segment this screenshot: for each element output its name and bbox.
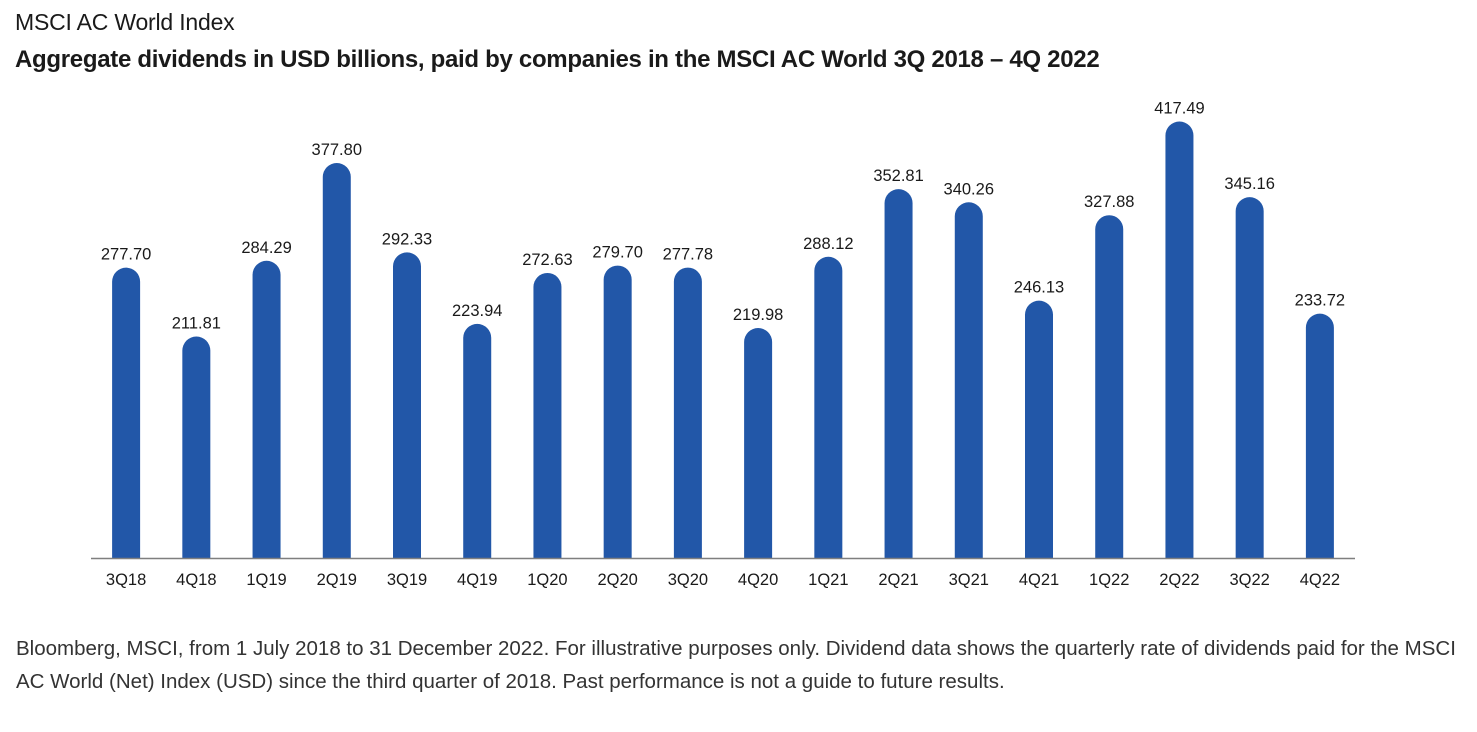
value-label-1Q19: 284.29 [241, 239, 291, 257]
value-label-4Q21: 246.13 [1014, 279, 1064, 297]
chart-title: MSCI AC World Index [15, 9, 235, 35]
bar-1Q22 [1095, 215, 1124, 559]
bar-4Q20 [744, 328, 773, 558]
bar-3Q21 [954, 202, 983, 559]
x-tick-label-4Q20: 4Q20 [738, 571, 778, 589]
x-tick-label-3Q19: 3Q19 [387, 571, 427, 589]
x-tick-label-1Q22: 1Q22 [1089, 571, 1129, 589]
x-tick-label-1Q19: 1Q19 [246, 571, 286, 589]
bar-3Q22 [1235, 197, 1264, 558]
bar-2Q21 [884, 189, 913, 558]
bar-4Q19 [463, 323, 492, 558]
value-label-1Q21: 288.12 [803, 235, 853, 253]
x-tick-label-1Q21: 1Q21 [808, 571, 848, 589]
bar-1Q21 [814, 256, 843, 558]
value-label-2Q20: 279.70 [592, 244, 642, 262]
bar-3Q18 [112, 267, 141, 558]
x-tick-label-2Q20: 2Q20 [597, 571, 637, 589]
x-tick-label-3Q21: 3Q21 [949, 571, 989, 589]
value-label-2Q22: 417.49 [1154, 100, 1204, 118]
x-tick-label-4Q22: 4Q22 [1300, 571, 1340, 589]
value-label-1Q20: 272.63 [522, 251, 572, 269]
value-label-3Q20: 277.78 [663, 246, 713, 264]
x-tick-label-4Q21: 4Q21 [1019, 571, 1059, 589]
bar-3Q20 [673, 267, 702, 558]
x-tick-label-2Q19: 2Q19 [317, 571, 357, 589]
bar-4Q21 [1025, 300, 1053, 558]
x-tick-label-3Q18: 3Q18 [106, 571, 146, 589]
bar-2Q20 [603, 265, 632, 558]
bar-4Q18 [182, 336, 211, 558]
value-label-2Q19: 377.80 [312, 141, 362, 159]
chart-subtitle: Aggregate dividends in USD billions, pai… [15, 46, 1100, 73]
bar-group [112, 121, 1334, 559]
value-label-3Q19: 292.33 [382, 230, 432, 248]
bar-1Q20 [533, 272, 562, 558]
x-tick-label-4Q18: 4Q18 [176, 571, 216, 589]
x-tick-label-4Q19: 4Q19 [457, 571, 497, 589]
value-label-3Q22: 345.16 [1224, 175, 1274, 193]
bar-chart: 277.70 211.81 284.29 377.80 292.33 223.94 272.… [91, 100, 1355, 589]
bar-4Q22 [1305, 313, 1334, 558]
source-footnote: Bloomberg, MSCI, from 1 July 2018 to 31 … [16, 637, 1456, 693]
x-tick-label-1Q20: 1Q20 [527, 571, 567, 589]
value-label-3Q18: 277.70 [101, 246, 151, 264]
x-tick-label-2Q22: 2Q22 [1159, 571, 1199, 589]
value-label-3Q21: 340.26 [944, 180, 994, 198]
value-label-1Q22: 327.88 [1084, 193, 1134, 211]
value-label-4Q22: 233.72 [1295, 292, 1345, 310]
bar-2Q19 [322, 163, 351, 558]
x-tick-label-3Q20: 3Q20 [668, 571, 708, 589]
bar-3Q19 [393, 252, 421, 559]
bar-1Q19 [252, 260, 281, 558]
value-label-4Q20: 219.98 [733, 306, 783, 324]
bar-2Q22 [1165, 121, 1194, 558]
x-tick-label-group: 3Q18 4Q18 1Q19 2Q19 3Q19 4Q19 1Q20 2Q20 3Q20 4Q20… [106, 571, 1340, 589]
value-label-group: 277.70 211.81 284.29 377.80 292.33 223.94 272.… [101, 100, 1345, 333]
value-label-2Q21: 352.81 [873, 167, 923, 185]
value-label-4Q18: 211.81 [172, 315, 221, 333]
x-tick-label-2Q21: 2Q21 [878, 571, 918, 589]
x-tick-label-3Q22: 3Q22 [1229, 571, 1269, 589]
value-label-4Q19: 223.94 [452, 302, 502, 320]
